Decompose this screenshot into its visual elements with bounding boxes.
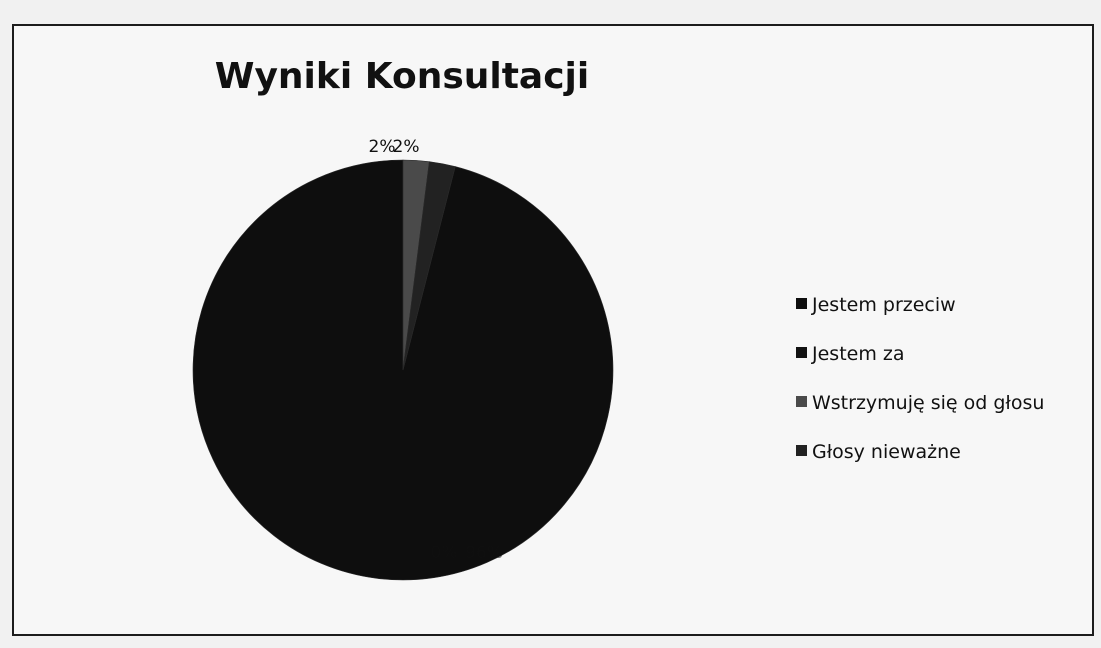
legend-swatch-4 xyxy=(796,445,807,456)
legend-swatch-1 xyxy=(796,298,807,309)
data-label-2: 0% xyxy=(431,543,458,563)
data-label-3: 2% xyxy=(369,137,396,157)
chart-frame: Wyniki Konsultacji 96% 0% 2% 2% Jestem przeci… xyxy=(12,24,1094,636)
pie-slice-4 xyxy=(402,161,456,371)
legend-label-3: Wstrzymuję się od głosu xyxy=(812,392,1044,414)
legend-label-1: Jestem przeciw xyxy=(811,294,956,316)
pie-chart: Wyniki Konsultacji 96% 0% 2%2% Jestem przeci… xyxy=(192,56,1044,581)
legend-label-4: Głosy nieważne xyxy=(812,441,961,463)
legend-swatch-3 xyxy=(796,396,807,407)
chart-title: Wyniki Konsultacji xyxy=(215,56,590,97)
legend-swatch-2 xyxy=(796,347,807,358)
data-label-4: 2% xyxy=(393,137,420,157)
data-label-1: 96% xyxy=(465,543,503,563)
legend-label-2: Jestem za xyxy=(811,343,905,365)
